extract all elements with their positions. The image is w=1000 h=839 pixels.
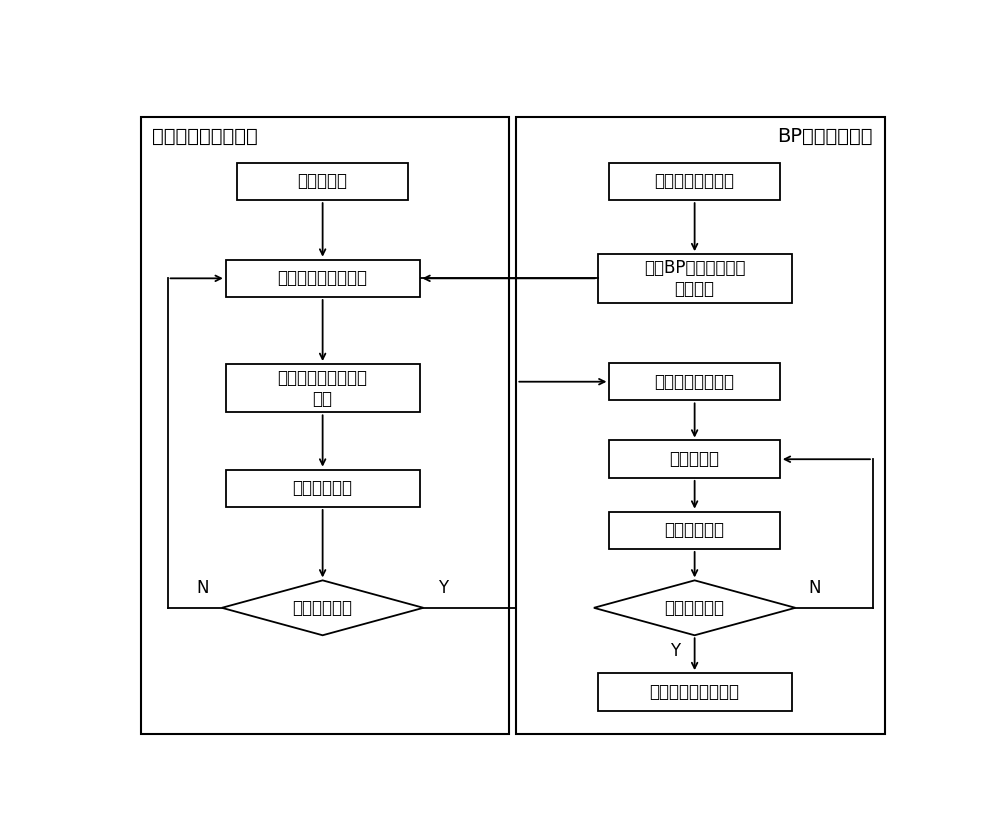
Bar (226, 364, 420, 413)
Text: 获取最优权值阈值: 获取最优权值阈值 (655, 373, 735, 391)
Bar (226, 470, 420, 507)
Text: 仿真预测，得到结果: 仿真预测，得到结果 (650, 683, 740, 701)
Text: 权值阈值更新: 权值阈值更新 (665, 521, 725, 539)
Polygon shape (222, 581, 423, 635)
Text: 满足结束条件: 满足结束条件 (665, 599, 725, 617)
Bar (598, 254, 792, 303)
Text: 粒子群优化算法部分: 粒子群优化算法部分 (152, 127, 258, 145)
Text: 确定网络拓扑结构: 确定网络拓扑结构 (655, 173, 735, 190)
Text: 初始BP神经网络权值
阈值长度: 初始BP神经网络权值 阈值长度 (644, 259, 745, 298)
Text: 满足结束条件: 满足结束条件 (293, 599, 353, 617)
Text: N: N (196, 580, 209, 597)
Polygon shape (594, 581, 795, 635)
Text: 寻找个体极值和群体
极值: 寻找个体极值和群体 极值 (278, 369, 368, 408)
Bar (226, 259, 420, 297)
Bar (140, 117, 509, 734)
Text: 计算粒子群适应度值: 计算粒子群适应度值 (278, 269, 368, 287)
Bar (609, 363, 780, 400)
Bar (516, 117, 885, 734)
Text: 初始化种群: 初始化种群 (298, 173, 348, 190)
Text: Y: Y (438, 580, 448, 597)
Bar (609, 440, 780, 478)
Text: N: N (808, 580, 821, 597)
Text: 速度位置更新: 速度位置更新 (293, 479, 353, 498)
Bar (609, 512, 780, 549)
Text: BP神经网络部分: BP神经网络部分 (777, 127, 873, 145)
Text: Y: Y (670, 643, 680, 660)
Bar (237, 163, 408, 201)
Bar (598, 673, 792, 711)
Bar (609, 163, 780, 201)
Text: 计算损失值: 计算损失值 (670, 451, 720, 468)
